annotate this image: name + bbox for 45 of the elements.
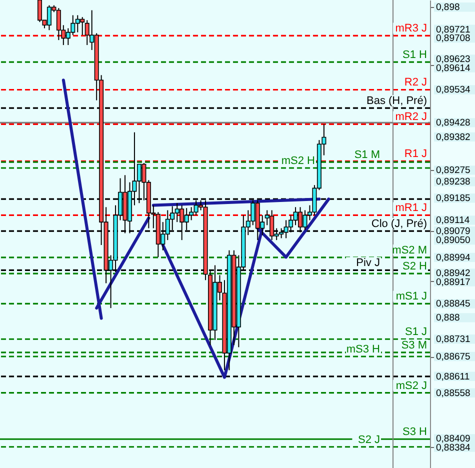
- y-tick-label: 0,88942: [436, 268, 470, 280]
- y-tick-label: 0,89428: [436, 118, 470, 129]
- ref-line-label: mR3 J: [395, 22, 427, 35]
- y-tick-label: 0,89623: [436, 54, 470, 66]
- y-tick-label: 0,89708: [436, 32, 470, 44]
- y-tick-label: 0,88558: [436, 388, 470, 399]
- y-tick-label: 0,88994: [436, 252, 470, 264]
- ref-line-label: S3 M: [401, 339, 427, 352]
- y-tick-label: 0,88731: [436, 334, 470, 346]
- y-tick-label: 0,89721: [436, 24, 470, 36]
- y-tick-label: 0,89185: [436, 193, 470, 204]
- ref-line-label: S1 M: [354, 149, 380, 162]
- ref-line-label: S1 J: [404, 326, 427, 338]
- ref-line-label: S2 H: [402, 260, 428, 273]
- ref-line-label: mS2 H: [281, 155, 316, 168]
- y-tick-label: 0,89275: [436, 165, 470, 176]
- ref-line-label: mS2 M: [392, 244, 427, 256]
- ref-line-label: S2 J: [358, 434, 380, 446]
- y-tick-label: 0,898: [436, 2, 460, 14]
- ref-line-label: Clo (J, Pré): [371, 218, 427, 230]
- y-tick-label: 0,89382: [436, 132, 470, 143]
- ref-line-label: Piv J: [356, 257, 380, 270]
- ref-line-label: Bas (H, Pré): [366, 95, 427, 108]
- y-tick-label: 0,88384: [436, 442, 470, 454]
- y-tick-label: 0,888: [436, 312, 460, 324]
- y-tick-label: 0,89238: [436, 176, 470, 188]
- ref-line-label: mR2 J: [395, 111, 427, 124]
- ref-line-label: mS3 H: [346, 344, 380, 356]
- ref-line-label: R1 J: [404, 148, 427, 160]
- ref-line-label: S1 H: [402, 49, 428, 62]
- y-tick-label: 0,89114: [436, 215, 470, 226]
- ref-line-label: S3 H: [402, 426, 428, 438]
- y-tick-label: 0,89079: [436, 226, 470, 238]
- y-tick-label: 0,89614: [436, 62, 470, 74]
- y-tick-label: 0,88845: [436, 298, 470, 310]
- ref-line-label: R2 J: [404, 76, 427, 89]
- y-tick-label: 0,88917: [436, 276, 470, 288]
- y-tick-label: 0,88611: [436, 371, 470, 382]
- y-tick-label: 0,89050: [436, 235, 470, 246]
- ref-line-label: mS1 J: [396, 290, 427, 303]
- ref-line-label: mS2 J: [396, 380, 427, 392]
- ref-line-label: mR1 J: [395, 202, 427, 214]
- y-tick-label: 0,89534: [436, 84, 470, 96]
- y-tick-label: 0,88409: [436, 434, 470, 445]
- y-tick-label: 0,88675: [436, 352, 470, 363]
